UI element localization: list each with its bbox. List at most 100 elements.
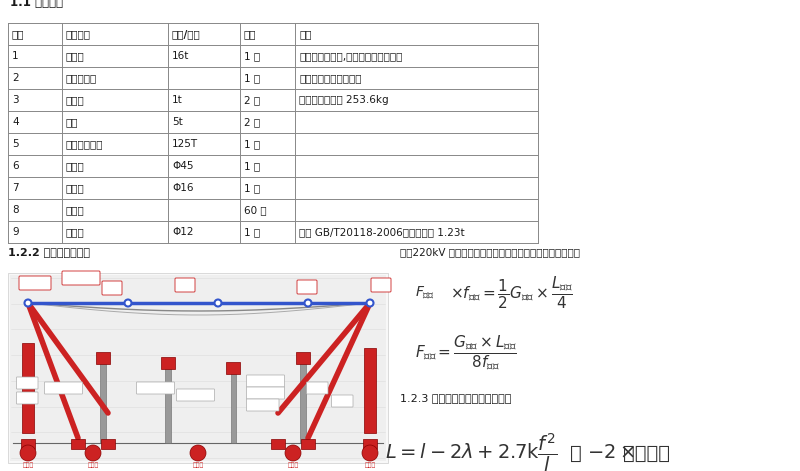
Bar: [10, 275, 386, 461]
Text: 绑扎螺旋根线: 绑扎螺旋根线: [139, 385, 162, 391]
Text: 滑轮: 滑轮: [300, 284, 309, 290]
FancyBboxPatch shape: [297, 280, 317, 294]
Text: 滑轮: 滑轮: [66, 117, 78, 127]
Text: 中压锂丝绳: 中压锂丝绳: [65, 275, 86, 281]
Text: 高空作业车: 高空作业车: [66, 73, 98, 83]
Bar: [271, 439, 285, 449]
Text: 锂压模: 锂压模: [66, 183, 85, 193]
Text: 米: 米: [570, 444, 582, 463]
Bar: [364, 348, 376, 433]
Text: 2 台: 2 台: [244, 95, 260, 105]
Text: 机具名称: 机具名称: [66, 29, 91, 39]
Text: 滑轮: 滑轮: [105, 284, 114, 291]
Text: 用途提升软母线,主要是承受导线重力: 用途提升软母线,主要是承受导线重力: [299, 51, 402, 61]
Text: 绞磨机: 绞磨机: [19, 395, 30, 401]
FancyBboxPatch shape: [62, 271, 100, 285]
Text: 1 台: 1 台: [244, 139, 260, 149]
Bar: [22, 343, 34, 433]
Text: 1 个: 1 个: [244, 183, 260, 193]
Text: 监护人: 监护人: [22, 462, 34, 468]
Text: 节制阴极处理: 节制阴极处理: [249, 390, 271, 396]
Text: 锂丝绳: 锂丝绳: [66, 227, 85, 237]
FancyBboxPatch shape: [246, 399, 279, 411]
Text: 型号/载荷: 型号/载荷: [172, 29, 201, 39]
Text: 东端: 东端: [374, 282, 382, 288]
Text: 监护人: 监护人: [364, 462, 376, 468]
Text: 125T: 125T: [172, 139, 198, 149]
Circle shape: [190, 445, 206, 461]
Text: 序号: 序号: [12, 29, 25, 39]
Bar: [101, 439, 115, 449]
Bar: [8, 273, 388, 463]
Text: 白棕绳: 白棕绳: [19, 380, 30, 386]
Text: 7: 7: [12, 183, 18, 193]
Bar: [96, 352, 110, 364]
Text: 用于厉尴气包: 用于厉尴气包: [249, 378, 271, 384]
Text: 3: 3: [12, 95, 18, 105]
Text: 备注: 备注: [299, 29, 311, 39]
Text: 60 米: 60 米: [244, 205, 266, 215]
Circle shape: [305, 300, 311, 307]
Text: 绞磨机: 绞磨机: [66, 95, 85, 105]
Text: 1t: 1t: [172, 95, 182, 105]
FancyBboxPatch shape: [17, 377, 38, 389]
Text: 防浪涌接地平: 防浪涌接地平: [179, 392, 202, 398]
Text: 6: 6: [12, 161, 18, 171]
Bar: [21, 439, 35, 449]
Text: 16t: 16t: [172, 51, 190, 61]
Bar: [300, 358, 306, 443]
Text: 4: 4: [12, 117, 18, 127]
Circle shape: [85, 445, 101, 461]
Text: 剥离滑车: 剥离滑车: [22, 280, 39, 286]
FancyBboxPatch shape: [17, 392, 38, 404]
Circle shape: [214, 300, 222, 307]
Text: 2: 2: [12, 73, 18, 83]
Text: 1 辆: 1 辆: [244, 51, 260, 61]
FancyBboxPatch shape: [177, 389, 214, 401]
FancyBboxPatch shape: [45, 382, 82, 394]
FancyBboxPatch shape: [137, 382, 174, 394]
Text: Φ45: Φ45: [172, 161, 194, 171]
Bar: [363, 439, 377, 449]
Text: 数量: 数量: [244, 29, 257, 39]
Text: 钢模长度: 钢模长度: [623, 444, 670, 463]
FancyBboxPatch shape: [371, 278, 391, 292]
Text: 绑子特种机: 绑子特种机: [249, 402, 268, 408]
FancyBboxPatch shape: [331, 395, 353, 407]
Circle shape: [285, 445, 301, 461]
Text: 软母线压接机: 软母线压接机: [66, 139, 103, 149]
Bar: [100, 358, 106, 443]
Bar: [231, 368, 236, 443]
Text: 查阅 GB/T20118-2006，允许吐重 1.23t: 查阅 GB/T20118-2006，允许吐重 1.23t: [299, 227, 465, 237]
Text: 1.2.2 绞磨机拉力计算: 1.2.2 绞磨机拉力计算: [8, 247, 90, 257]
Bar: [301, 439, 315, 449]
FancyBboxPatch shape: [246, 387, 285, 399]
Text: 绞磨机: 绞磨机: [334, 398, 346, 404]
Text: 2 个: 2 个: [244, 117, 260, 127]
Text: 9: 9: [12, 227, 18, 237]
Text: $L = l - 2\lambda + 2.7\mathrm{k}\dfrac{f^{2}}{l}$: $L = l - 2\lambda + 2.7\mathrm{k}\dfrac{…: [385, 431, 558, 471]
FancyBboxPatch shape: [19, 276, 51, 290]
Text: 8: 8: [12, 205, 18, 215]
Text: 1 辆: 1 辆: [244, 73, 260, 83]
Text: $\mathit{F}_{拉力}$: $\mathit{F}_{拉力}$: [415, 284, 435, 301]
FancyBboxPatch shape: [175, 278, 195, 292]
Text: 高处作业附件安装使用: 高处作业附件安装使用: [299, 73, 362, 83]
Text: 5: 5: [12, 139, 18, 149]
Text: 白棕绳: 白棕绳: [309, 385, 320, 391]
Circle shape: [20, 445, 36, 461]
Text: 1: 1: [12, 51, 18, 61]
Circle shape: [366, 300, 374, 307]
Text: 1 个: 1 个: [244, 161, 260, 171]
Text: 监护人: 监护人: [192, 462, 204, 468]
Text: 监护人: 监护人: [287, 462, 298, 468]
Text: $\mathit{F}_{拉力} = \dfrac{\mathit{G}_{重量} \times \mathit{L}_{档距}}{8\mathit{f}_{弧: $\mathit{F}_{拉力} = \dfrac{\mathit{G}_{重量…: [415, 333, 517, 373]
Bar: [71, 439, 85, 449]
Text: 汽车吸: 汽车吸: [66, 51, 85, 61]
Text: $\times \mathit{f}_{弧垂} = \dfrac{1}{2}\mathit{G}_{重量} \times \dfrac{\mathit{L}_{: $\times \mathit{f}_{弧垂} = \dfrac{1}{2}\m…: [450, 275, 573, 311]
Text: 铝压模: 铝压模: [66, 161, 85, 171]
Bar: [296, 352, 310, 364]
Bar: [226, 362, 240, 374]
Circle shape: [25, 300, 31, 307]
Text: 1 条: 1 条: [244, 227, 260, 237]
